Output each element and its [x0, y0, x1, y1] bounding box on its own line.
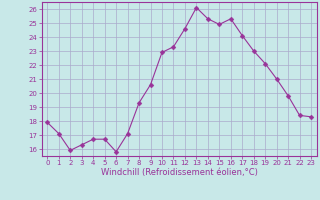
X-axis label: Windchill (Refroidissement éolien,°C): Windchill (Refroidissement éolien,°C) — [101, 168, 258, 177]
